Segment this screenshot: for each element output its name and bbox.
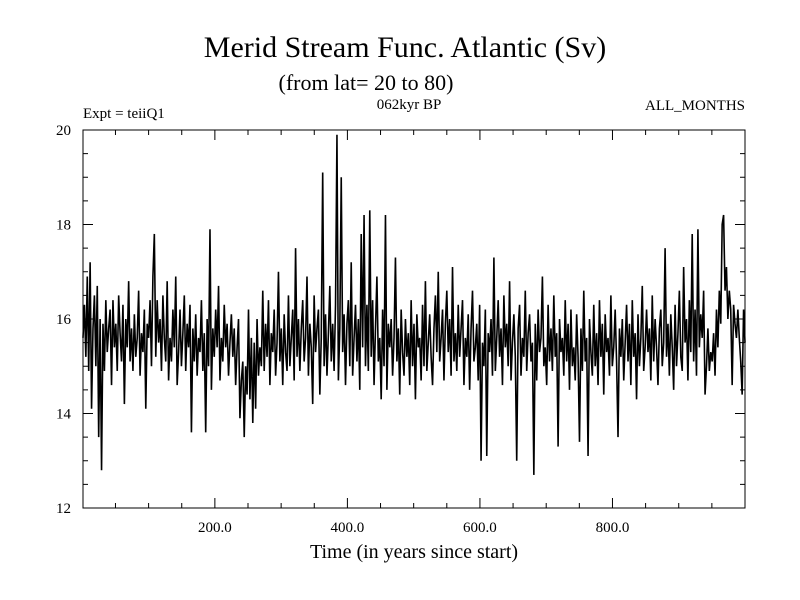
y-tick-label: 12	[56, 501, 71, 517]
y-tick-label: 20	[56, 123, 71, 139]
chart-subtitle: (from lat= 20 to 80)	[279, 70, 454, 95]
x-axis: 200.0 400.0 600.0 800.0	[114, 130, 713, 536]
x-tick-label: 600.0	[463, 520, 497, 536]
y-tick-label: 18	[56, 218, 71, 234]
y-axis: 12 14 16 18 20	[56, 123, 745, 517]
experiment-label: Expt = teiiQ1	[83, 106, 165, 122]
y-tick-label: 16	[56, 312, 72, 328]
plot-frame	[82, 129, 746, 509]
months-label: ALL_MONTHS	[645, 98, 745, 114]
y-tick-label: 14	[56, 407, 72, 423]
chart-title: Merid Stream Func. Atlantic (Sv)	[204, 31, 606, 64]
period-label: 062kyr BP	[377, 97, 442, 113]
x-tick-label: 200.0	[198, 520, 232, 536]
x-axis-label: Time (in years since start)	[310, 541, 518, 563]
x-tick-label: 400.0	[331, 520, 365, 536]
x-tick-label: 800.0	[596, 520, 630, 536]
series-line	[82, 134, 746, 475]
